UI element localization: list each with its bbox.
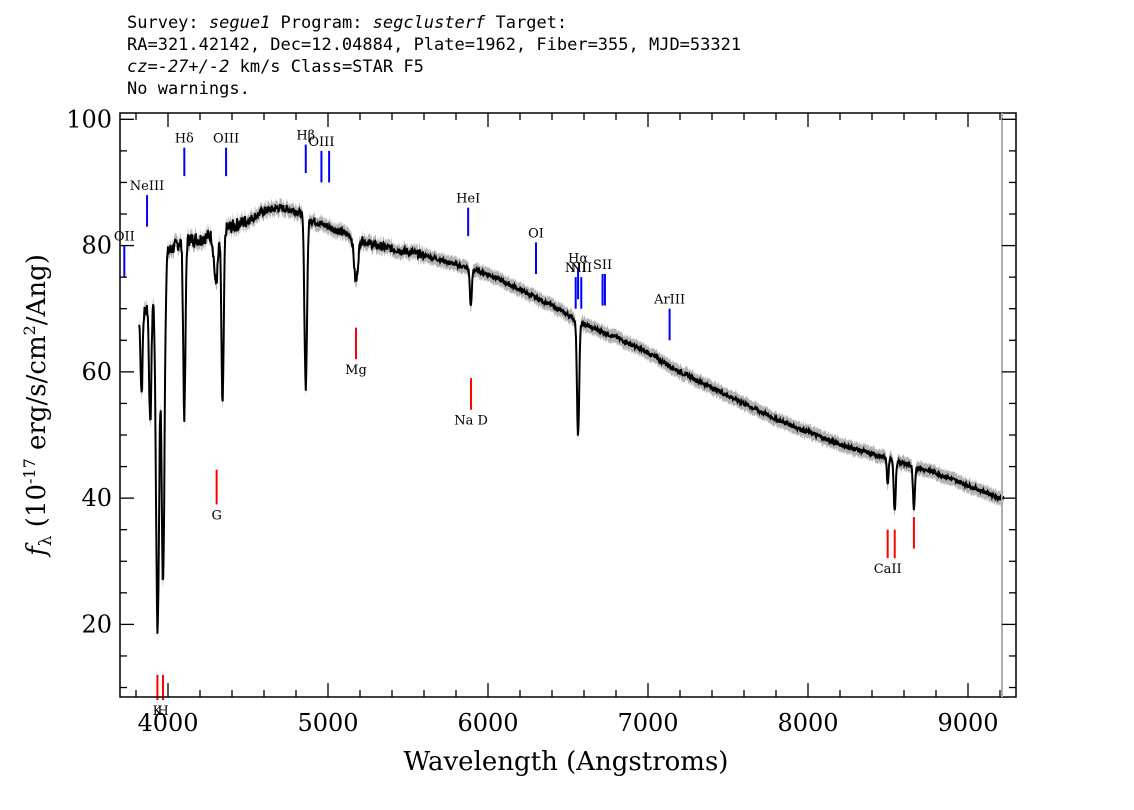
plot-frame bbox=[119, 112, 1017, 698]
header-line-2: RA=321.42142, Dec=12.04884, Plate=1962, … bbox=[127, 35, 742, 55]
emission-line-label: Hα bbox=[568, 252, 588, 267]
class-info: km/s Class=STAR F5 bbox=[229, 57, 424, 77]
y-tick-label: 40 bbox=[81, 484, 112, 512]
spectrum-header: Survey: segue1 Program: segclusterf Targ… bbox=[127, 12, 1027, 100]
absorption-line-label: K bbox=[153, 704, 163, 719]
x-tick-label: 6000 bbox=[457, 709, 518, 737]
absorption-line-label: Mg bbox=[345, 363, 367, 378]
absorption-line-label: H bbox=[157, 704, 168, 719]
x-tick-label: 4000 bbox=[137, 709, 198, 737]
emission-line-label: OIII bbox=[213, 132, 239, 147]
emission-line-label: NeIII bbox=[130, 179, 164, 194]
x-tick-label: 7000 bbox=[617, 709, 678, 737]
absorption-line-label: CaII bbox=[874, 562, 902, 577]
header-line-1: Survey: segue1 Program: segclusterf Targ… bbox=[127, 12, 1027, 34]
program-name: segclusterf bbox=[372, 13, 486, 33]
emission-line-label: OII bbox=[114, 230, 135, 245]
emission-line-label: NII bbox=[565, 261, 587, 276]
x-axis-title: Wavelength (Angstroms) bbox=[404, 747, 729, 777]
header-line-3: cz=-27+/-2 km/s Class=STAR F5 bbox=[127, 56, 1027, 78]
program-prefix: Program: bbox=[270, 13, 373, 33]
header-line-4: No warnings. bbox=[127, 79, 250, 99]
y-tick-label: 60 bbox=[81, 358, 112, 386]
emission-line-label: HeI bbox=[456, 192, 480, 207]
y-tick-label: 20 bbox=[81, 610, 112, 638]
y-axis-title: fλ (10-17 erg/s/cm2/Ang) bbox=[20, 254, 56, 558]
x-tick-label: 5000 bbox=[297, 709, 358, 737]
emission-line-label: ArIII bbox=[653, 293, 685, 308]
redshift-value: cz=-27+/-2 bbox=[127, 57, 230, 77]
absorption-line-label: G bbox=[211, 508, 221, 523]
x-tick-label: 8000 bbox=[777, 709, 838, 737]
emission-line-label: SII bbox=[593, 258, 612, 273]
emission-line-label: OIII bbox=[308, 135, 334, 150]
spectrum-flux-line bbox=[138, 203, 1005, 634]
emission-line-label: Hδ bbox=[175, 132, 194, 147]
survey-prefix: Survey: bbox=[127, 13, 209, 33]
y-tick-label: 80 bbox=[81, 232, 112, 260]
survey-name: segue1 bbox=[208, 13, 271, 33]
target-label: Target: bbox=[485, 13, 568, 33]
emission-line-label: Hβ bbox=[296, 129, 315, 144]
absorption-line-label: Na D bbox=[454, 414, 488, 429]
emission-line-label: NII bbox=[570, 261, 592, 276]
y-tick-label: 100 bbox=[66, 105, 112, 133]
emission-line-label: OI bbox=[528, 226, 544, 241]
x-tick-label: 9000 bbox=[937, 709, 998, 737]
